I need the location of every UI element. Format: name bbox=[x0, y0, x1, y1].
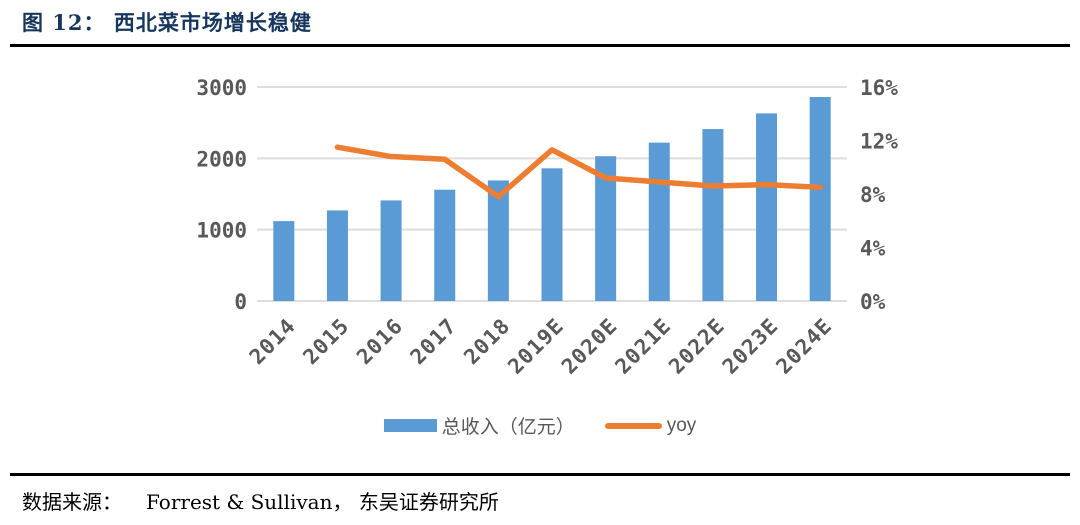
figure-title: 图 12： 西北菜市场增长稳健 bbox=[22, 10, 312, 35]
left-axis-tick: 0 bbox=[234, 290, 247, 314]
bar-swatch-icon bbox=[383, 419, 437, 432]
revenue-bar bbox=[541, 168, 563, 301]
x-axis-tick: 2014 bbox=[245, 314, 301, 370]
divider-bottom bbox=[10, 473, 1070, 476]
x-axis-tick: 2021E bbox=[611, 314, 676, 379]
combo-chart: 01000200030000%4%8%12%16%201420152016201… bbox=[196, 76, 898, 379]
left-axis-tick: 1000 bbox=[196, 219, 247, 243]
revenue-bar bbox=[595, 156, 617, 301]
right-axis-tick: 12% bbox=[860, 130, 898, 154]
revenue-bar bbox=[648, 142, 670, 301]
divider-top bbox=[10, 44, 1070, 47]
revenue-bar bbox=[273, 221, 295, 301]
x-axis-tick: 2015 bbox=[298, 314, 354, 370]
x-axis-tick: 2020E bbox=[557, 314, 622, 379]
left-axis-tick: 3000 bbox=[196, 76, 247, 100]
revenue-bar bbox=[756, 113, 778, 301]
revenue-bar bbox=[702, 129, 724, 301]
x-axis-tick: 2024E bbox=[772, 314, 837, 379]
right-axis-tick: 0% bbox=[860, 290, 886, 314]
line-swatch-icon bbox=[604, 422, 662, 429]
legend-item-revenue: 总收入（亿元） bbox=[383, 412, 575, 439]
left-axis-tick: 2000 bbox=[196, 147, 247, 171]
x-axis-tick: 2022E bbox=[664, 314, 729, 379]
revenue-bar bbox=[380, 200, 402, 301]
yoy-line bbox=[334, 144, 823, 200]
revenue-bar bbox=[809, 96, 831, 301]
legend-label-yoy: yoy bbox=[666, 414, 697, 436]
revenue-bar bbox=[434, 189, 456, 301]
chart-area: 0 1000 2000 3000 0% 4% 8% 12% 16% 2014 2015 2016 201… bbox=[0, 55, 1080, 460]
data-source-label: 数据来源： bbox=[22, 490, 122, 514]
legend-label-revenue: 总收入（亿元） bbox=[441, 417, 575, 438]
data-source-text: Forrest & Sullivan， 东吴证券研究所 bbox=[146, 490, 499, 514]
data-source: 数据来源： Forrest & Sullivan， 东吴证券研究所 bbox=[22, 486, 499, 515]
right-axis-tick: 8% bbox=[860, 183, 886, 207]
legend-item-yoy: yoy bbox=[604, 414, 697, 437]
x-axis-tick: 2019E bbox=[503, 314, 568, 379]
x-axis-tick: 2023E bbox=[718, 314, 783, 379]
legend: 总收入（亿元） yoy bbox=[0, 412, 1080, 439]
right-axis-tick: 16% bbox=[860, 76, 898, 100]
x-axis-tick: 2016 bbox=[352, 314, 408, 370]
revenue-bar bbox=[326, 210, 348, 301]
x-axis-tick: 2017 bbox=[406, 314, 462, 370]
right-axis-tick: 4% bbox=[860, 237, 886, 261]
revenue-bar bbox=[487, 180, 509, 301]
